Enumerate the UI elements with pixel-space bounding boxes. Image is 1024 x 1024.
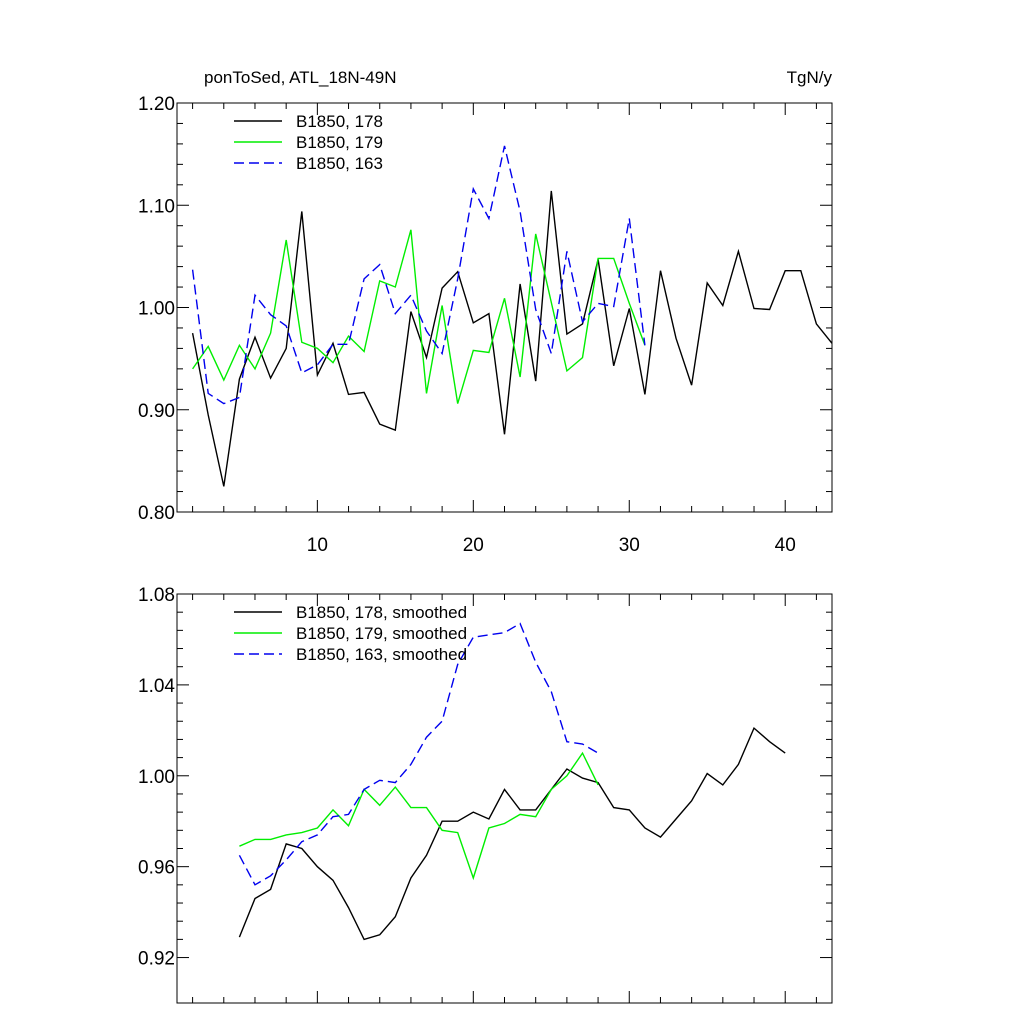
x-tick-label: 30 (619, 535, 640, 556)
y-tick-label: 1.08 (138, 585, 175, 606)
y-tick-label: 1.04 (138, 676, 175, 697)
chart-title-left: ponToSed, ATL_18N-49N (204, 68, 396, 87)
legend-label: B1850, 163 (296, 154, 383, 173)
y-tick-label: 1.00 (138, 299, 175, 320)
series-line-3 (238, 622, 599, 886)
chart-units-right: TgN/y (787, 68, 833, 87)
series-line-2 (192, 229, 646, 404)
y-tick-label: 0.96 (138, 858, 175, 879)
x-tick-label: 20 (463, 535, 484, 556)
series-line-2 (239, 751, 599, 881)
x-tick-label: 40 (775, 535, 796, 556)
legend-label: B1850, 178, smoothed (296, 603, 467, 622)
top-line-panel: 10 20 30 40 0.80 0.90 1.00 1.10 1.20 B1850, 178 B1… (138, 94, 833, 556)
legend-label: B1850, 178 (296, 112, 383, 131)
y-tick-label: 0.92 (138, 949, 175, 970)
y-tick-label: 1.00 (138, 767, 175, 788)
series-line-1 (238, 726, 786, 941)
x-tick-label: 10 (307, 535, 328, 556)
series-line-1 (191, 190, 833, 487)
legend-label: B1850, 163, smoothed (296, 645, 467, 664)
series-line-3 (191, 145, 646, 405)
plot-frame (176, 593, 833, 1004)
y-tick-label: 1.20 (138, 94, 175, 115)
bottom-smoothed-panel: 0.92 0.96 1.00 1.04 1.08 B1850, 178, smoothed… (138, 585, 833, 1004)
legend-label: B1850, 179, smoothed (296, 624, 467, 643)
legend-label: B1850, 179 (296, 133, 383, 152)
y-tick-label: 0.90 (138, 401, 175, 422)
y-tick-label: 1.10 (138, 196, 175, 217)
y-tick-label: 0.80 (138, 503, 175, 524)
